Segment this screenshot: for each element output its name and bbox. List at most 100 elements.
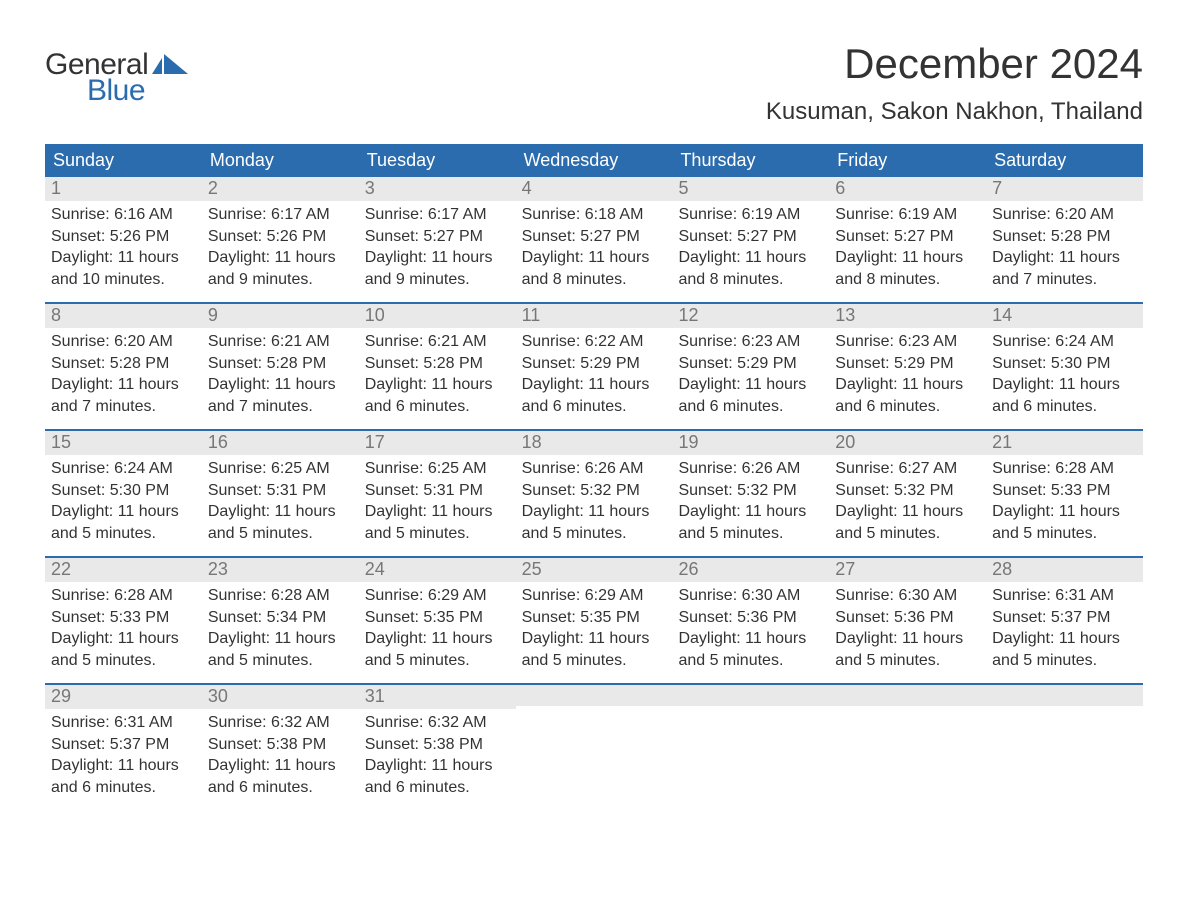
title-block: December 2024 Kusuman, Sakon Nakhon, Tha… (766, 40, 1143, 126)
day-number-bar: 16 (202, 431, 359, 455)
day-body: Sunrise: 6:25 AMSunset: 5:31 PMDaylight:… (359, 455, 516, 552)
logo: General Blue (45, 40, 188, 108)
day-daylight2: and 6 minutes. (522, 396, 667, 418)
day-number: 12 (678, 305, 698, 325)
day-number-bar: 31 (359, 685, 516, 709)
day-sunrise: Sunrise: 6:23 AM (678, 331, 823, 353)
day-cell: 23Sunrise: 6:28 AMSunset: 5:34 PMDayligh… (202, 558, 359, 683)
day-daylight2: and 10 minutes. (51, 269, 196, 291)
day-cell: 20Sunrise: 6:27 AMSunset: 5:32 PMDayligh… (829, 431, 986, 556)
day-sunset: Sunset: 5:33 PM (992, 480, 1137, 502)
day-sunrise: Sunrise: 6:21 AM (208, 331, 353, 353)
day-body: Sunrise: 6:21 AMSunset: 5:28 PMDaylight:… (202, 328, 359, 425)
day-sunrise: Sunrise: 6:28 AM (992, 458, 1137, 480)
day-number-bar-empty (986, 685, 1143, 706)
day-daylight1: Daylight: 11 hours (992, 374, 1137, 396)
day-daylight1: Daylight: 11 hours (208, 755, 353, 777)
day-body: Sunrise: 6:30 AMSunset: 5:36 PMDaylight:… (672, 582, 829, 679)
day-sunrise: Sunrise: 6:21 AM (365, 331, 510, 353)
day-sunrise: Sunrise: 6:25 AM (365, 458, 510, 480)
week-row: 15Sunrise: 6:24 AMSunset: 5:30 PMDayligh… (45, 429, 1143, 556)
day-sunrise: Sunrise: 6:19 AM (678, 204, 823, 226)
days-of-week-row: Sunday Monday Tuesday Wednesday Thursday… (45, 144, 1143, 177)
day-cell: 30Sunrise: 6:32 AMSunset: 5:38 PMDayligh… (202, 685, 359, 810)
day-sunset: Sunset: 5:28 PM (365, 353, 510, 375)
day-daylight1: Daylight: 11 hours (365, 501, 510, 523)
day-cell (516, 685, 673, 810)
day-body: Sunrise: 6:17 AMSunset: 5:26 PMDaylight:… (202, 201, 359, 298)
day-sunrise: Sunrise: 6:27 AM (835, 458, 980, 480)
day-daylight1: Daylight: 11 hours (678, 628, 823, 650)
day-cell: 16Sunrise: 6:25 AMSunset: 5:31 PMDayligh… (202, 431, 359, 556)
day-number-bar: 8 (45, 304, 202, 328)
day-body: Sunrise: 6:23 AMSunset: 5:29 PMDaylight:… (829, 328, 986, 425)
day-number: 15 (51, 432, 71, 452)
day-daylight2: and 7 minutes. (992, 269, 1137, 291)
day-number-bar-empty (516, 685, 673, 706)
day-sunset: Sunset: 5:34 PM (208, 607, 353, 629)
day-daylight1: Daylight: 11 hours (51, 247, 196, 269)
day-daylight2: and 8 minutes. (522, 269, 667, 291)
day-body: Sunrise: 6:31 AMSunset: 5:37 PMDaylight:… (986, 582, 1143, 679)
day-body: Sunrise: 6:30 AMSunset: 5:36 PMDaylight:… (829, 582, 986, 679)
day-sunrise: Sunrise: 6:32 AM (208, 712, 353, 734)
day-cell: 1Sunrise: 6:16 AMSunset: 5:26 PMDaylight… (45, 177, 202, 302)
dow-saturday: Saturday (986, 144, 1143, 177)
day-sunrise: Sunrise: 6:30 AM (678, 585, 823, 607)
day-sunrise: Sunrise: 6:22 AM (522, 331, 667, 353)
day-sunset: Sunset: 5:36 PM (678, 607, 823, 629)
day-body: Sunrise: 6:22 AMSunset: 5:29 PMDaylight:… (516, 328, 673, 425)
day-sunrise: Sunrise: 6:31 AM (992, 585, 1137, 607)
day-cell: 5Sunrise: 6:19 AMSunset: 5:27 PMDaylight… (672, 177, 829, 302)
day-number: 17 (365, 432, 385, 452)
day-daylight1: Daylight: 11 hours (365, 374, 510, 396)
day-number-bar: 11 (516, 304, 673, 328)
day-sunset: Sunset: 5:27 PM (522, 226, 667, 248)
day-daylight2: and 5 minutes. (51, 650, 196, 672)
day-daylight1: Daylight: 11 hours (522, 628, 667, 650)
day-number-bar: 9 (202, 304, 359, 328)
day-number-bar-empty (672, 685, 829, 706)
day-daylight2: and 6 minutes. (835, 396, 980, 418)
day-number-bar: 18 (516, 431, 673, 455)
day-body: Sunrise: 6:24 AMSunset: 5:30 PMDaylight:… (986, 328, 1143, 425)
day-number-bar: 28 (986, 558, 1143, 582)
day-daylight1: Daylight: 11 hours (208, 374, 353, 396)
day-sunset: Sunset: 5:37 PM (992, 607, 1137, 629)
day-number: 20 (835, 432, 855, 452)
day-sunset: Sunset: 5:26 PM (208, 226, 353, 248)
day-sunrise: Sunrise: 6:17 AM (365, 204, 510, 226)
day-sunset: Sunset: 5:28 PM (208, 353, 353, 375)
day-sunset: Sunset: 5:27 PM (835, 226, 980, 248)
day-cell (986, 685, 1143, 810)
day-daylight2: and 8 minutes. (678, 269, 823, 291)
day-cell: 14Sunrise: 6:24 AMSunset: 5:30 PMDayligh… (986, 304, 1143, 429)
day-daylight1: Daylight: 11 hours (992, 501, 1137, 523)
day-body: Sunrise: 6:20 AMSunset: 5:28 PMDaylight:… (45, 328, 202, 425)
day-number-bar: 1 (45, 177, 202, 201)
day-daylight1: Daylight: 11 hours (522, 501, 667, 523)
day-body: Sunrise: 6:32 AMSunset: 5:38 PMDaylight:… (202, 709, 359, 806)
day-sunset: Sunset: 5:32 PM (678, 480, 823, 502)
day-number-bar: 3 (359, 177, 516, 201)
day-sunset: Sunset: 5:28 PM (51, 353, 196, 375)
day-sunset: Sunset: 5:29 PM (522, 353, 667, 375)
day-number: 31 (365, 686, 385, 706)
dow-sunday: Sunday (45, 144, 202, 177)
day-cell: 19Sunrise: 6:26 AMSunset: 5:32 PMDayligh… (672, 431, 829, 556)
day-number: 28 (992, 559, 1012, 579)
day-number: 2 (208, 178, 218, 198)
day-daylight1: Daylight: 11 hours (835, 501, 980, 523)
day-daylight2: and 7 minutes. (208, 396, 353, 418)
day-daylight1: Daylight: 11 hours (208, 501, 353, 523)
day-number-bar: 7 (986, 177, 1143, 201)
day-cell (672, 685, 829, 810)
day-body: Sunrise: 6:23 AMSunset: 5:29 PMDaylight:… (672, 328, 829, 425)
day-number: 29 (51, 686, 71, 706)
day-number-bar: 29 (45, 685, 202, 709)
day-cell: 31Sunrise: 6:32 AMSunset: 5:38 PMDayligh… (359, 685, 516, 810)
dow-monday: Monday (202, 144, 359, 177)
day-number-bar: 2 (202, 177, 359, 201)
day-sunset: Sunset: 5:29 PM (835, 353, 980, 375)
day-number: 23 (208, 559, 228, 579)
